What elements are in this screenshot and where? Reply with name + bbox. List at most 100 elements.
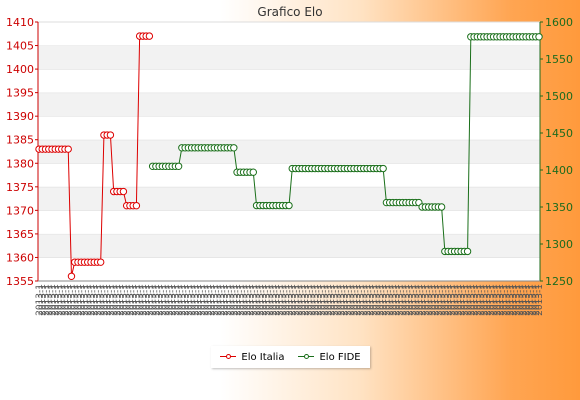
x-tick-label: 2013-1: [162, 284, 172, 316]
x-tick-label: 2013-1: [204, 284, 214, 316]
x-tick-label: 2013-1: [227, 284, 237, 316]
x-tick-label: 2013-1: [136, 284, 146, 316]
x-tick-label: 2013-1: [246, 284, 256, 316]
x-tick-label: 2013-1: [35, 284, 45, 316]
grid-band: [38, 45, 540, 70]
x-tick-label: 2013-1: [58, 284, 68, 316]
x-tick-label: 2013-1: [191, 284, 201, 316]
y-right-tick-label: 1350: [545, 201, 573, 214]
y-right-tick-label: 1250: [545, 275, 573, 288]
y-right-tick-label: 1300: [545, 238, 573, 251]
x-tick-label: 2013-1: [535, 284, 545, 316]
x-tick-label: 2013-1: [67, 284, 77, 316]
x-tick-label: 2013-1: [90, 284, 100, 316]
x-tick-label: 2013-1: [363, 284, 373, 316]
x-tick-label: 2013-1: [311, 284, 321, 316]
x-tick-label: 2013-1: [519, 284, 529, 316]
y-left-tick-label: 1395: [6, 87, 34, 100]
x-tick-label: 2013-1: [165, 284, 175, 316]
y-left-tick-label: 1405: [6, 40, 34, 53]
legend-symbol-fide: [298, 352, 315, 362]
x-tick-label: 2013-1: [275, 284, 285, 316]
x-tick-label: 2013-1: [464, 284, 474, 316]
x-tick-label: 2013-1: [516, 284, 526, 316]
x-tick-label: 2013-1: [418, 284, 428, 316]
data-point-elo-fide: [249, 168, 257, 176]
x-tick-label: 2013-1: [217, 284, 227, 316]
x-tick-label: 2013-1: [434, 284, 444, 316]
x-tick-label: 2013-1: [525, 284, 535, 316]
data-point-elo-fide: [230, 144, 238, 152]
x-tick-label: 2013-1: [230, 284, 240, 316]
y-right-tick-label: 1600: [545, 16, 573, 29]
x-tick-label: 2013-1: [126, 284, 136, 316]
x-tick-label: 2013-1: [304, 284, 314, 316]
x-tick-label: 2013-1: [285, 284, 295, 316]
x-tick-label: 2013-1: [340, 284, 350, 316]
x-tick-label: 2013-1: [373, 284, 383, 316]
x-tick-label: 2013-1: [529, 284, 539, 316]
x-tick-label: 2013-1: [389, 284, 399, 316]
x-tick-label: 2013-1: [87, 284, 97, 316]
x-tick-label: 2013-1: [240, 284, 250, 316]
x-tick-label: 2013-1: [379, 284, 389, 316]
grid-band: [38, 210, 540, 234]
legend-label-fide: Elo FIDE: [319, 351, 361, 363]
y-left-tick-label: 1380: [6, 157, 34, 170]
x-tick-label: 2013-1: [71, 284, 81, 316]
x-tick-label: 2013-1: [139, 284, 149, 316]
x-tick-label: 2013-1: [269, 284, 279, 316]
x-tick-label: 2013-1: [369, 284, 379, 316]
x-tick-label: 2013-1: [106, 284, 116, 316]
x-tick-label: 2013-1: [512, 284, 522, 316]
x-tick-label: 2013-1: [421, 284, 431, 316]
chart-title: Grafico Elo: [257, 5, 322, 19]
x-tick-label: 2013-1: [301, 284, 311, 316]
x-tick-label: 2013-1: [54, 284, 64, 316]
x-tick-label: 2013-1: [93, 284, 103, 316]
x-tick-label: 2013-1: [171, 284, 181, 316]
x-tick-label: 2013-1: [496, 284, 506, 316]
x-tick-label: 2013-1: [259, 284, 269, 316]
x-tick-label: 2013-1: [77, 284, 87, 316]
x-tick-label: 2013-1: [236, 284, 246, 316]
x-tick-label: 2013-1: [486, 284, 496, 316]
data-point-elo-italia: [145, 32, 154, 40]
x-tick-label: 2013-1: [262, 284, 272, 316]
x-tick-label: 2013-1: [412, 284, 422, 316]
x-tick-label: 2013-1: [214, 284, 224, 316]
x-tick-label: 2013-1: [188, 284, 198, 316]
grid-bands: [38, 21, 540, 281]
y-left-tick-label: 1400: [6, 63, 34, 76]
data-point-elo-italia: [119, 187, 128, 196]
x-tick-label: 2013-1: [308, 284, 318, 316]
x-tick-label: 2013-1: [350, 284, 360, 316]
x-tick-label: 2013-1: [483, 284, 493, 316]
y-left-tick-label: 1365: [6, 228, 34, 241]
x-tick-label: 2013-1: [438, 284, 448, 316]
x-tick-label: 2013-1: [38, 284, 48, 316]
x-tick-label: 2013-1: [428, 284, 438, 316]
x-tick-label: 2013-1: [298, 284, 308, 316]
x-tick-label: 2013-1: [451, 284, 461, 316]
x-tick-label: 2013-1: [41, 284, 51, 316]
x-tick-label: 2013-1: [408, 284, 418, 316]
x-tick-label: 2013-1: [194, 284, 204, 316]
x-tick-label: 2013-1: [347, 284, 357, 316]
x-tick-label: 2013-1: [395, 284, 405, 316]
x-tick-label: 2013-1: [129, 284, 139, 316]
y-left-tick-label: 1385: [6, 134, 34, 147]
x-tick-label: 2013-1: [324, 284, 334, 316]
y-right-tick-label: 1400: [545, 164, 573, 177]
x-tick-label: 2013-1: [431, 284, 441, 316]
y-left-tick-label: 1410: [6, 16, 34, 29]
y-left-tick-label: 1360: [6, 251, 34, 264]
grid-band: [38, 92, 540, 117]
x-tick-label: 2013-1: [123, 284, 133, 316]
x-tick-labels: 2013-12013-12013-12013-12013-12013-12013…: [35, 284, 545, 316]
data-point-elo-fide: [174, 162, 183, 171]
x-tick-label: 2013-1: [142, 284, 152, 316]
x-tick-label: 2013-1: [119, 284, 129, 316]
data-point-elo-fide: [437, 203, 446, 211]
x-tick-label: 2013-1: [473, 284, 483, 316]
